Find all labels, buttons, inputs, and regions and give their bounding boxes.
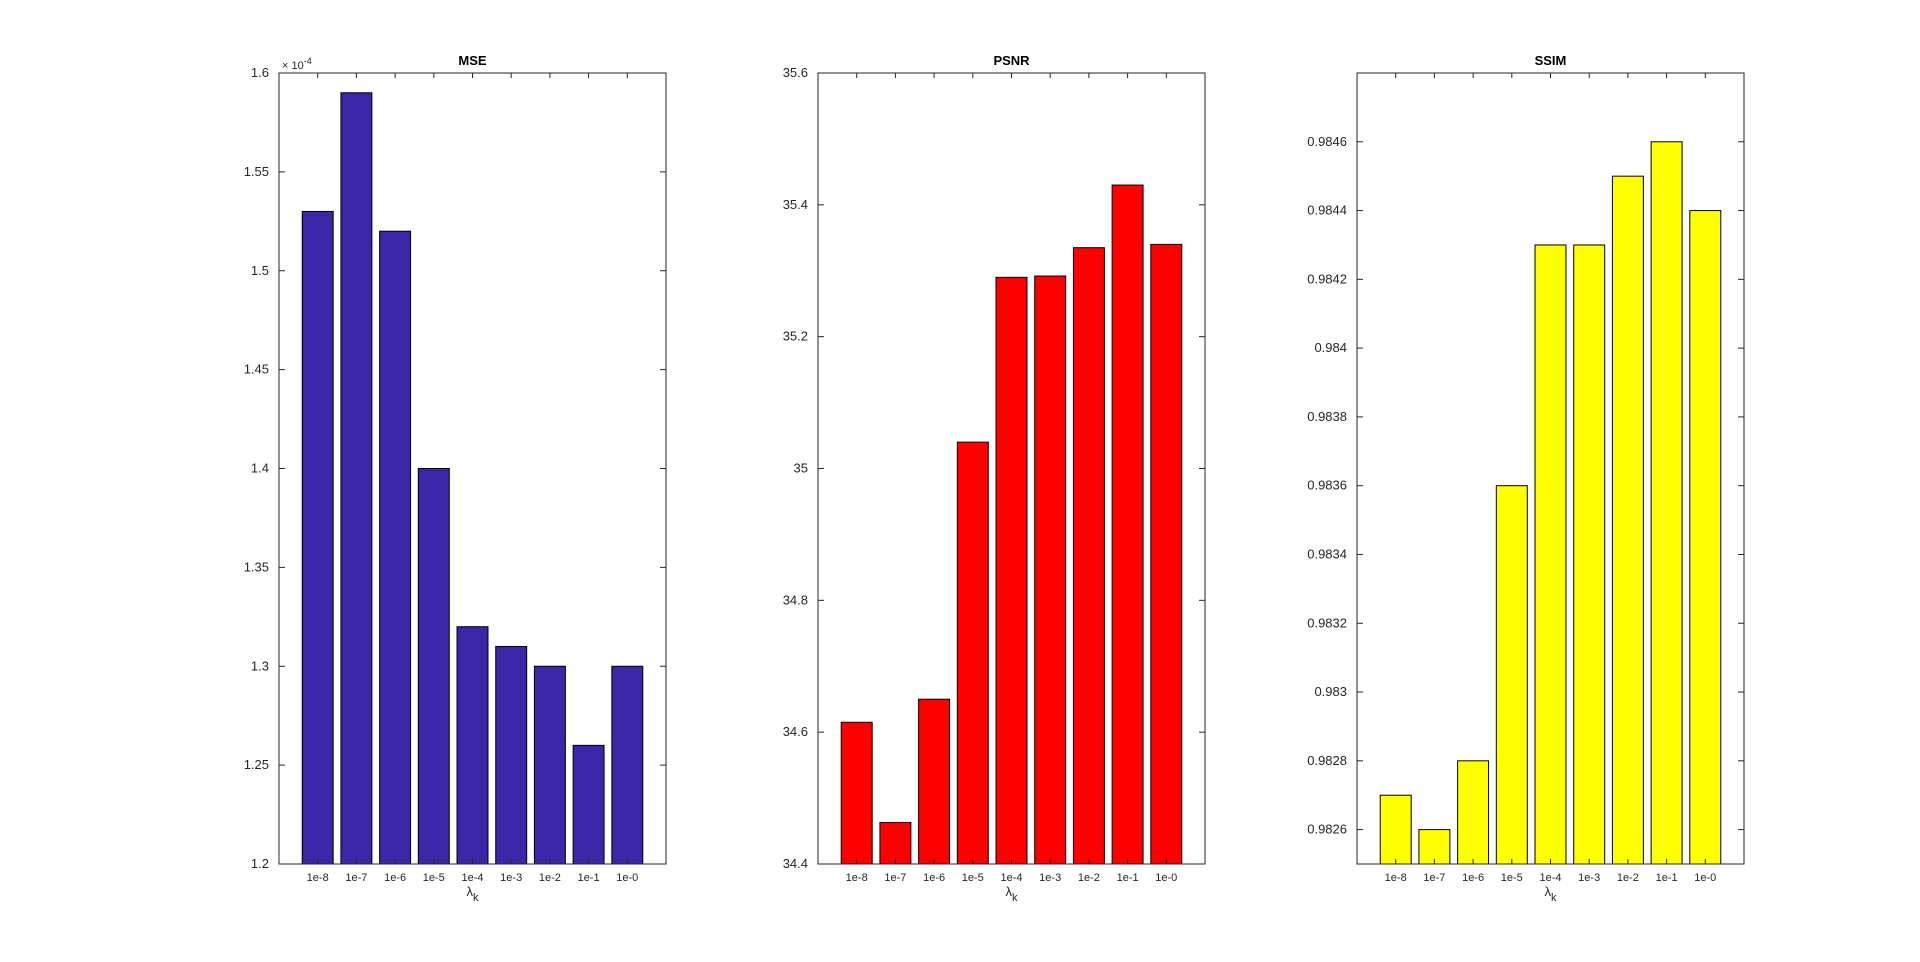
x-tick-label: 1e-0 (1155, 872, 1177, 884)
x-tick-label: 1e-2 (539, 872, 561, 884)
bar-1e-4 (456, 626, 489, 865)
bar-1e-8 (301, 210, 334, 865)
y-tick-label: 0.984 (1314, 340, 1347, 355)
bar-1e-5 (1495, 485, 1528, 865)
y-tick-label: 1.2 (251, 856, 269, 871)
y-tick-label: 1.4 (251, 461, 269, 476)
x-axis-label: λk (1545, 884, 1558, 904)
x-tick-label: 1e-7 (345, 872, 367, 884)
bar-1e-8 (840, 721, 873, 865)
y-tick-label: 1.35 (244, 559, 269, 574)
y-tick-label: 0.9838 (1307, 409, 1347, 424)
chart-title: MSE (458, 53, 487, 68)
bar-1e-6 (379, 230, 412, 865)
x-tick-label: 1e-5 (1501, 872, 1523, 884)
bar-1e-3 (1573, 244, 1606, 865)
y-tick-label: 0.9844 (1307, 203, 1347, 218)
y-tick-label: 0.9828 (1307, 753, 1347, 768)
x-axis-label: λk (1006, 884, 1019, 904)
bar-1e-2 (1072, 247, 1105, 865)
x-tick-label: 1e-7 (1423, 872, 1445, 884)
y-tick-label: 1.6 (251, 65, 269, 80)
bar-1e-6 (918, 698, 951, 865)
chart-panel-psnr: 1e-8 1e-7 1e-6 1e-5 1e-4 1e-3 1e-2 1e-1 1e-0 34.4… (783, 53, 1206, 904)
x-tick-label: 1e-3 (500, 872, 522, 884)
x-tick-label: 1e-6 (923, 872, 945, 884)
y-tick-label: 1.55 (244, 164, 269, 179)
bar-1e-1 (572, 744, 605, 865)
x-tick-label: 1e-1 (1656, 872, 1678, 884)
y-tick-label: 34.4 (783, 856, 808, 871)
bar-1e-7 (340, 92, 373, 865)
x-tick-label: 1e-1 (578, 872, 600, 884)
x-tick-label: 1e-8 (846, 872, 868, 884)
y-tick-label: 1.45 (244, 362, 269, 377)
y-tick-label: 0.9836 (1307, 478, 1347, 493)
y-tick-label: 0.9846 (1307, 134, 1347, 149)
x-tick-label: 1e-0 (616, 872, 638, 884)
y-tick-label: 0.9834 (1307, 546, 1347, 561)
bar-1e-1 (1650, 141, 1683, 865)
y-tick-label: 1.5 (251, 263, 269, 278)
chart-panel-mse: 1e-8 1e-7 1e-6 1e-5 1e-4 1e-3 1e-2 1e-1 1e-0 1.2 1… (244, 53, 667, 904)
bar-1e-7 (879, 821, 912, 865)
y-tick-label: 0.983 (1314, 684, 1347, 699)
x-tick-label: 1e-7 (884, 872, 906, 884)
bar-1e-4 (995, 276, 1028, 865)
x-tick-label: 1e-4 (461, 872, 483, 884)
bar-1e-3 (1034, 275, 1067, 865)
x-tick-label: 1e-0 (1694, 872, 1716, 884)
x-tick-label: 1e-3 (1578, 872, 1600, 884)
y-tick-label: 35.6 (783, 65, 808, 80)
bar-1e-2 (533, 665, 566, 865)
bar-1e-5 (417, 468, 450, 865)
y-tick-label: 35.2 (783, 329, 808, 344)
x-tick-label: 1e-2 (1617, 872, 1639, 884)
bar-1e-7 (1418, 829, 1451, 865)
x-tick-label: 1e-8 (307, 872, 329, 884)
bar-1e-6 (1457, 760, 1490, 865)
bar-1e-1 (1111, 184, 1144, 865)
x-tick-label: 1e-6 (384, 872, 406, 884)
y-tick-label: 1.25 (244, 757, 269, 772)
x-tick-label: 1e-3 (1039, 872, 1061, 884)
bar-1e-0 (1689, 210, 1722, 865)
bar-1e-4 (1534, 244, 1567, 865)
x-tick-label: 1e-2 (1078, 872, 1100, 884)
x-tick-label: 1e-5 (962, 872, 984, 884)
bar-1e-5 (956, 441, 989, 865)
x-tick-label: 1e-8 (1385, 872, 1407, 884)
y-tick-label: 0.9826 (1307, 822, 1347, 837)
x-tick-label: 1e-4 (1000, 872, 1022, 884)
chart-panel-ssim: 1e-8 1e-7 1e-6 1e-5 1e-4 1e-3 1e-2 1e-1 1e-0 0.98… (1307, 53, 1745, 904)
bar-1e-3 (495, 645, 528, 865)
y-tick-label: 34.8 (783, 592, 808, 607)
bar-1e-0 (1150, 243, 1183, 865)
y-tick-label: 35 (794, 461, 808, 476)
x-axis-label: λk (467, 884, 480, 904)
y-exponent-label: × 10-4 (282, 56, 312, 72)
x-tick-label: 1e-5 (423, 872, 445, 884)
x-tick-label: 1e-1 (1117, 872, 1139, 884)
y-tick-label: 35.4 (783, 197, 808, 212)
x-tick-label: 1e-4 (1539, 872, 1561, 884)
y-tick-label: 34.6 (783, 724, 808, 739)
bar-1e-0 (611, 665, 644, 865)
y-tick-label: 1.3 (251, 658, 269, 673)
chart-title: SSIM (1535, 53, 1567, 68)
y-tick-label: 0.9832 (1307, 615, 1347, 630)
chart-title: PSNR (993, 53, 1030, 68)
y-tick-label: 0.9842 (1307, 271, 1347, 286)
x-tick-label: 1e-6 (1462, 872, 1484, 884)
bar-1e-2 (1611, 175, 1644, 865)
bar-1e-8 (1379, 794, 1412, 865)
